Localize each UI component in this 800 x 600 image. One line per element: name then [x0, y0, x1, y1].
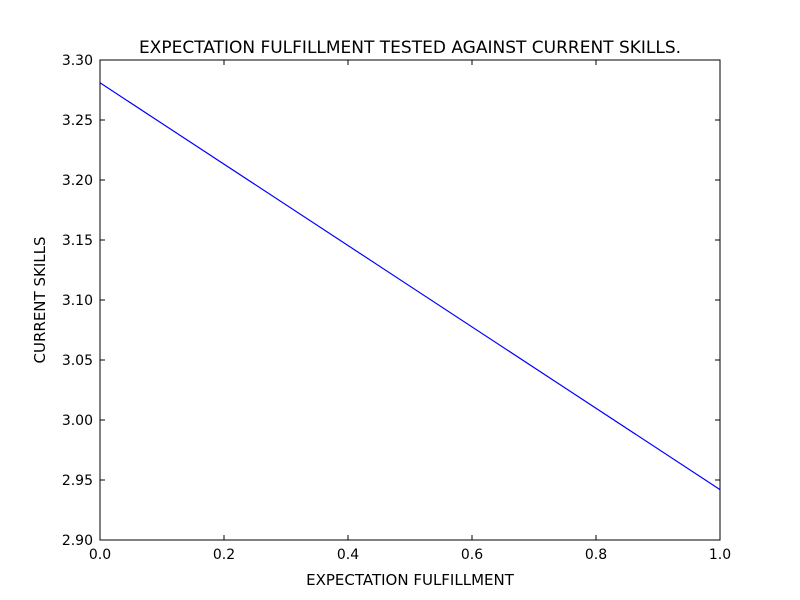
x-tick-label: 1.0 — [709, 547, 731, 563]
y-tick-label: 2.90 — [62, 533, 93, 549]
x-tick-label: 0.6 — [461, 547, 483, 563]
x-ticks: 0.0 0.2 0.4 0.6 0.8 1.0 — [89, 60, 731, 563]
chart-title: EXPECTATION FULFILLMENT TESTED AGAINST C… — [139, 38, 681, 58]
y-ticks: 2.90 2.95 3.00 3.05 3.10 3.15 3.20 3.25 3.30 — [62, 53, 720, 549]
y-tick-label: 3.25 — [62, 113, 93, 129]
y-tick-label: 3.10 — [62, 293, 93, 309]
x-tick-label: 0.8 — [585, 547, 607, 563]
x-tick-label: 0.4 — [337, 547, 359, 563]
x-tick-label: 0.0 — [89, 547, 111, 563]
y-tick-label: 2.95 — [62, 473, 93, 489]
y-tick-label: 3.05 — [62, 353, 93, 369]
y-tick-label: 3.30 — [62, 53, 93, 69]
y-tick-label: 3.20 — [62, 173, 93, 189]
x-axis-label: EXPECTATION FULFILLMENT — [306, 571, 515, 589]
series-group — [99, 82, 721, 491]
y-tick-label: 3.00 — [62, 413, 93, 429]
y-axis-label: CURRENT SKILLS — [31, 237, 49, 364]
series-line — [99, 82, 721, 491]
x-tick-label: 0.2 — [213, 547, 235, 563]
y-tick-label: 3.15 — [62, 233, 93, 249]
plot-area — [100, 60, 720, 540]
